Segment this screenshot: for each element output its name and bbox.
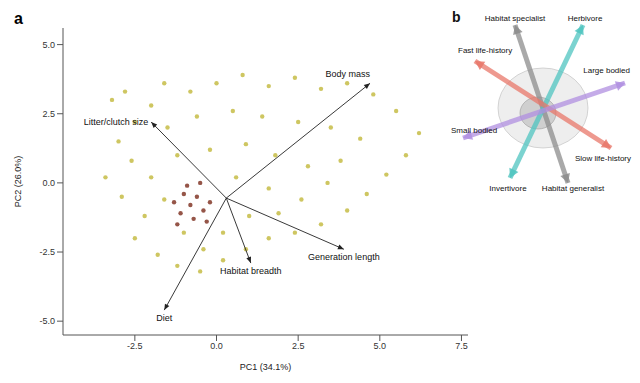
- html-text:a: a: [14, 10, 23, 27]
- svg-text:Habitat specialist: Habitat specialist: [485, 14, 546, 23]
- svg-text:2.5: 2.5: [42, 109, 55, 119]
- svg-text:5.0: 5.0: [42, 40, 55, 50]
- svg-text:Slow life-history: Slow life-history: [575, 154, 631, 163]
- svg-text:-5.0: -5.0: [39, 316, 55, 326]
- svg-text:Diet: Diet: [156, 313, 173, 323]
- svg-text:Small bodied: Small bodied: [451, 126, 497, 135]
- svg-text:0.0: 0.0: [42, 178, 55, 188]
- svg-text:Herbivore: Herbivore: [568, 14, 603, 23]
- svg-text:Habitat breadth: Habitat breadth: [220, 266, 282, 276]
- svg-text:2.5: 2.5: [292, 341, 305, 351]
- svg-text:PC1 (34.1%): PC1 (34.1%): [240, 362, 292, 372]
- svg-text:0.0: 0.0: [210, 341, 223, 351]
- svg-text:Large bodied: Large bodied: [583, 66, 630, 75]
- svg-text:Generation length: Generation length: [308, 252, 380, 262]
- svg-text:Litter/clutch size: Litter/clutch size: [84, 117, 149, 127]
- svg-text:PC2 (26.0%): PC2 (26.0%): [13, 156, 23, 208]
- svg-text:Habitat generalist: Habitat generalist: [542, 184, 605, 193]
- svg-text:5.0: 5.0: [374, 341, 387, 351]
- svg-text:Body mass: Body mass: [325, 69, 370, 79]
- svg-text:b: b: [452, 9, 461, 25]
- svg-text:Fast life-history: Fast life-history: [458, 46, 512, 55]
- svg-text:7.5: 7.5: [455, 341, 468, 351]
- svg-text:-2.5: -2.5: [39, 247, 55, 257]
- svg-text:-2.5: -2.5: [127, 341, 143, 351]
- svg-text:Invertivore: Invertivore: [489, 184, 527, 193]
